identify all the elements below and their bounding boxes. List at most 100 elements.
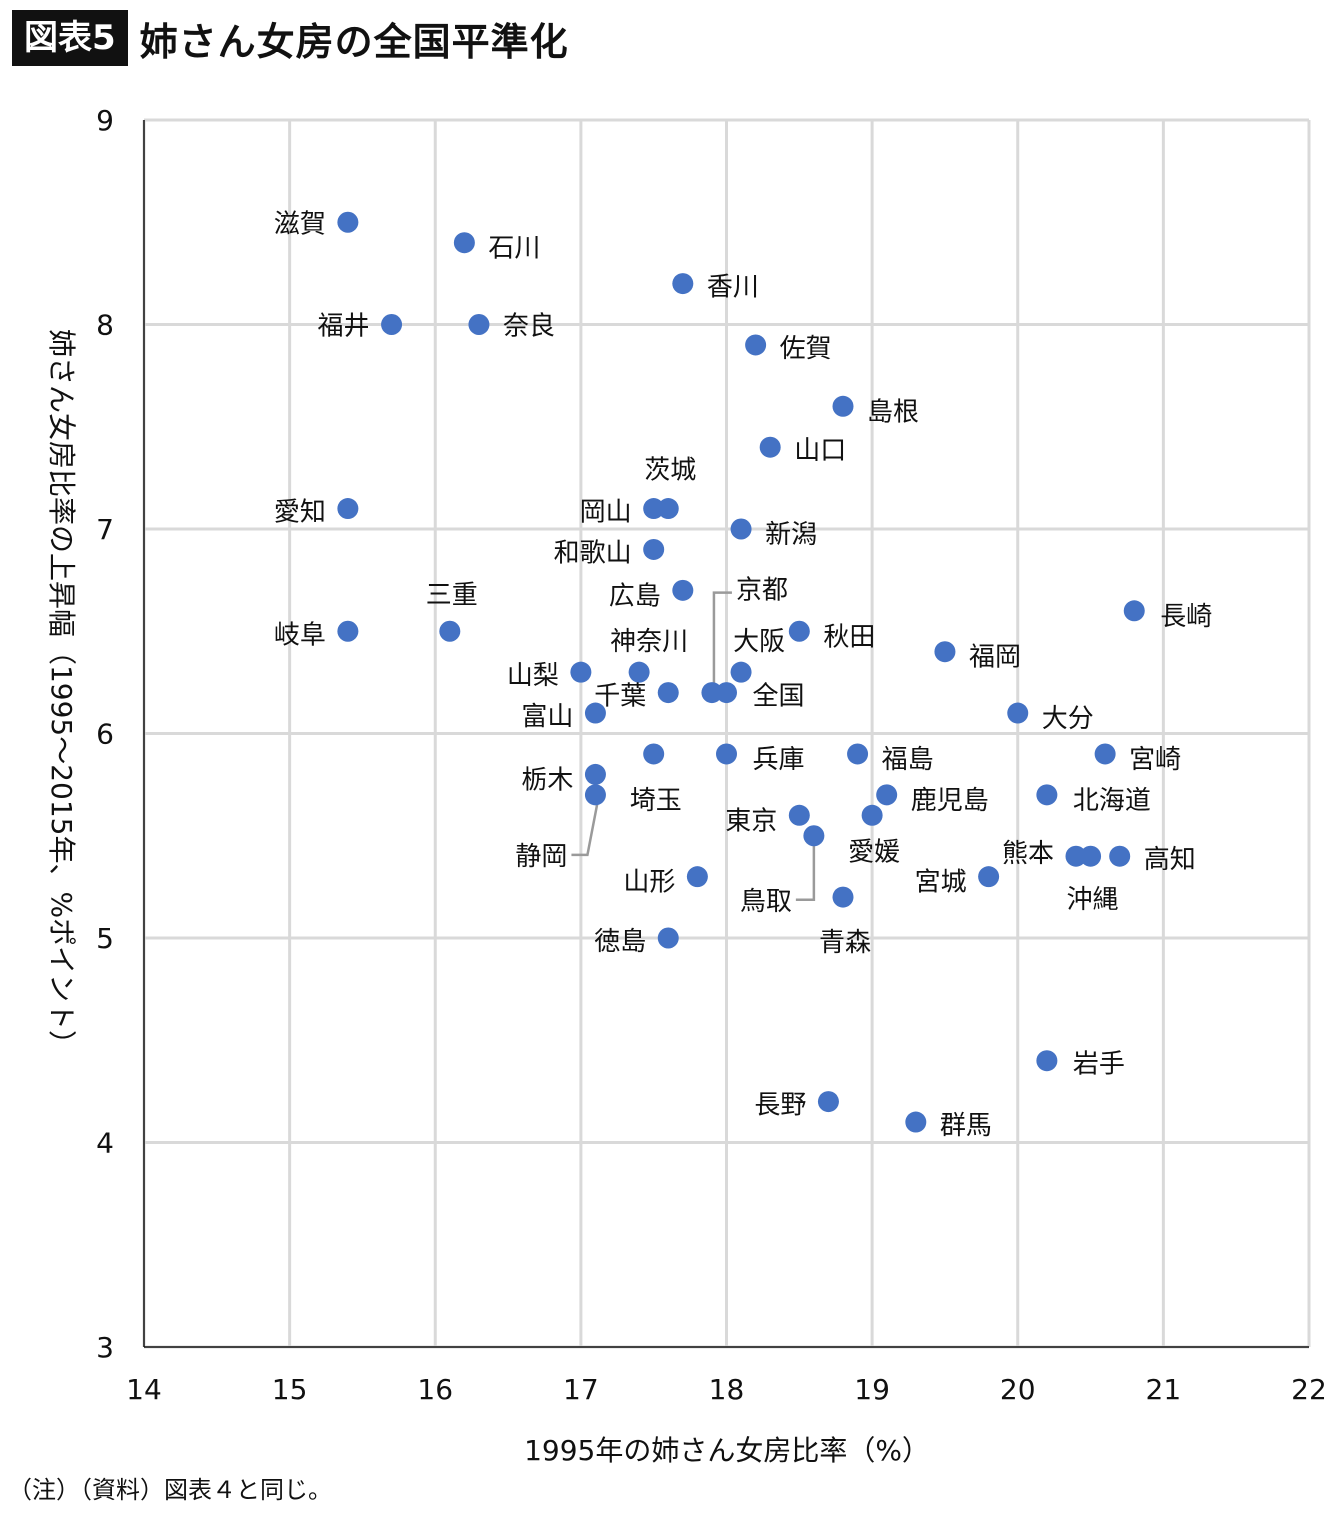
leader-line <box>571 802 599 857</box>
data-point-unlabeled <box>643 743 665 765</box>
x-tick-label-18: 18 <box>709 1373 745 1406</box>
data-point-青森 <box>832 886 854 908</box>
point-label-奈良: 奈良 <box>503 312 555 342</box>
y-axis-label: 姉さん女房比率の上昇幅（1995～2015年、%ポイント） <box>45 329 78 1058</box>
data-point-北海道 <box>1036 784 1058 806</box>
chart-header: 図表5 姉さん女房の全国平準化 <box>12 10 569 66</box>
data-point-大阪 <box>730 661 752 683</box>
x-tick-label-16: 16 <box>417 1373 453 1406</box>
chart-title: 姉さん女房の全国平準化 <box>139 19 569 64</box>
data-point-岐阜 <box>337 620 359 642</box>
data-point-熊本 <box>1065 845 1087 867</box>
data-point-栃木 <box>584 763 606 785</box>
data-point-群馬 <box>905 1111 927 1133</box>
point-label-山口: 山口 <box>794 436 846 466</box>
data-point-茨城 <box>657 498 679 520</box>
data-point-愛媛 <box>861 804 883 826</box>
point-label-石川: 石川 <box>488 234 540 264</box>
point-label-山梨: 山梨 <box>507 661 559 691</box>
tick-labels: 14 15 16 17 18 19 20 21 22 3 4 5 6 7 8 9 <box>96 104 1327 1406</box>
y-tick-label-4: 4 <box>96 1127 114 1160</box>
point-label-富山: 富山 <box>521 702 573 732</box>
point-label-愛知: 愛知 <box>274 498 326 528</box>
data-point-山梨 <box>570 661 592 683</box>
point-label-山形: 山形 <box>623 868 675 898</box>
data-point-東京 <box>788 804 810 826</box>
point-label-大分: 大分 <box>1042 704 1094 734</box>
data-point-山口 <box>759 436 781 458</box>
point-label-栃木: 栃木 <box>521 765 573 795</box>
point-label-広島: 広島 <box>609 581 661 611</box>
point-label-福井: 福井 <box>318 312 370 342</box>
data-point-広島 <box>672 579 694 601</box>
point-label-鳥取: 鳥取 <box>740 887 792 917</box>
point-label-兵庫: 兵庫 <box>753 745 805 775</box>
axes <box>143 120 1309 1348</box>
point-label-熊本: 熊本 <box>1002 839 1054 869</box>
leader-line <box>712 591 732 685</box>
point-label-徳島: 徳島 <box>594 927 646 957</box>
point-label-岡山: 岡山 <box>580 498 632 528</box>
data-point-徳島 <box>657 927 679 949</box>
data-point-静岡 <box>584 784 606 806</box>
x-tick-label-22: 22 <box>1291 1373 1327 1406</box>
data-point-山形 <box>686 866 708 888</box>
point-label-鹿児島: 鹿児島 <box>911 786 989 816</box>
point-label-長野: 長野 <box>754 1091 806 1121</box>
data-point-福島 <box>847 743 869 765</box>
point-label-宮城: 宮城 <box>915 868 967 898</box>
point-label-埼玉: 埼玉 <box>630 786 682 816</box>
y-tick-label-7: 7 <box>96 513 114 546</box>
point-label-愛媛: 愛媛 <box>848 837 900 867</box>
x-tick-label-14: 14 <box>126 1373 162 1406</box>
x-axis-label: 1995年の姉さん女房比率（%） <box>524 1434 930 1467</box>
data-point-千葉 <box>657 682 679 704</box>
data-point-長崎 <box>1123 600 1145 622</box>
point-label-青森: 青森 <box>819 928 871 958</box>
point-label-島根: 島根 <box>867 397 919 427</box>
data-point-三重 <box>439 620 461 642</box>
point-label-沖縄: 沖縄 <box>1067 885 1119 915</box>
point-label-香川: 香川 <box>707 273 759 303</box>
point-label-福岡: 福岡 <box>969 643 1021 673</box>
point-label-北海道: 北海道 <box>1073 786 1151 816</box>
x-tick-label-15: 15 <box>272 1373 308 1406</box>
y-tick-label-6: 6 <box>96 718 114 751</box>
point-label-滋賀: 滋賀 <box>274 209 326 239</box>
point-label-宮崎: 宮崎 <box>1129 745 1181 775</box>
data-point-全国 <box>716 682 737 704</box>
x-tick-label-21: 21 <box>1146 1373 1182 1406</box>
point-label-大阪: 大阪 <box>733 627 785 657</box>
data-point-島根 <box>832 395 854 417</box>
point-label-三重: 三重 <box>426 580 478 610</box>
data-point-福井 <box>381 314 403 335</box>
source-note: （注）（資料）図表４と同じ。 <box>8 1476 332 1504</box>
point-label-茨城: 茨城 <box>644 456 696 486</box>
point-label-東京: 東京 <box>725 806 777 836</box>
data-point-愛知 <box>337 498 359 520</box>
leader-line <box>795 845 816 901</box>
y-tick-label-8: 8 <box>96 309 114 342</box>
y-axis-label-text: 姉さん女房比率の上昇幅（1995～2015年、%ポイント） <box>45 329 78 1058</box>
data-point-滋賀 <box>337 211 359 233</box>
point-label-全国: 全国 <box>753 682 805 712</box>
data-point-高知 <box>1109 845 1131 867</box>
point-label-群馬: 群馬 <box>940 1111 992 1141</box>
data-point-富山 <box>584 702 606 724</box>
point-label-高知: 高知 <box>1144 845 1196 875</box>
point-label-秋田: 秋田 <box>823 622 875 652</box>
data-point-京都 <box>701 682 723 704</box>
data-point-奈良 <box>468 314 490 335</box>
point-label-岩手: 岩手 <box>1073 1050 1125 1080</box>
data-point-鳥取 <box>803 825 825 847</box>
data-point-佐賀 <box>745 334 767 356</box>
point-label-静岡: 静岡 <box>515 842 567 872</box>
point-label-和歌山: 和歌山 <box>554 538 632 568</box>
data-point-岡山 <box>643 498 665 520</box>
point-label-千葉: 千葉 <box>594 682 646 712</box>
leader-lines <box>571 591 816 901</box>
data-points <box>337 211 1145 1133</box>
data-point-長野 <box>817 1091 839 1113</box>
point-label-新潟: 新潟 <box>765 520 817 550</box>
